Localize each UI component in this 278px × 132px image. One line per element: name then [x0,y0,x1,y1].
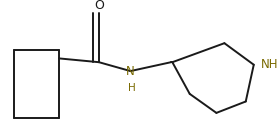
Text: O: O [94,0,104,12]
Text: N: N [126,65,135,78]
Text: H: H [128,82,136,93]
Text: NH: NH [260,58,278,71]
